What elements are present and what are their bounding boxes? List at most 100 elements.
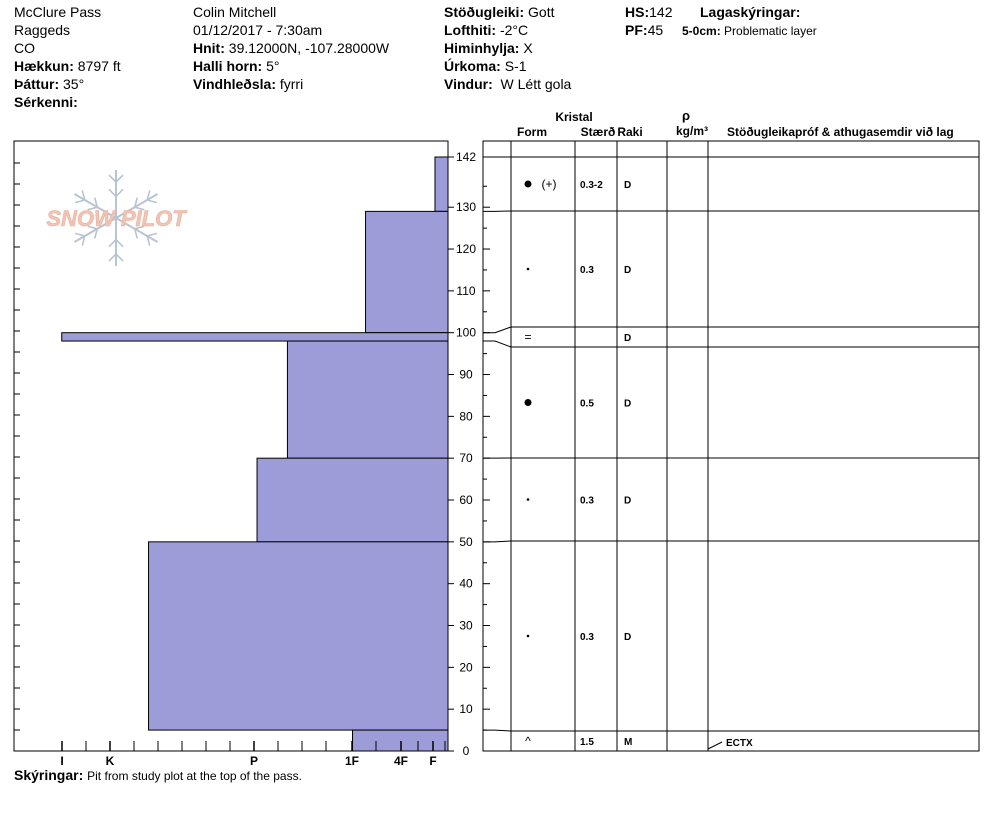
depth-tick-label: 110 (456, 284, 475, 298)
size-header: Stærð (581, 125, 616, 139)
layer-notes-label: Lagaskýringar: (700, 4, 801, 20)
hardness-bar-0 (434, 156, 449, 212)
depth-connector (483, 326, 512, 334)
elevation-row: Hækkun: 8797 ft (14, 57, 121, 75)
snowflake-branch (115, 253, 124, 262)
size-text: 1.5 (580, 737, 594, 748)
header-observer-block: Colin Mitchell 01/12/2017 - 7:30am Hnit:… (193, 3, 389, 93)
features-row: Sérkenni: (14, 93, 121, 111)
air-temp-row: Lofthiti: -2°C (444, 21, 571, 39)
air-temp-value: -2°C (499, 22, 529, 38)
depth-tick-label: 120 (456, 242, 476, 256)
pf-row: PF:45 (625, 21, 672, 39)
size-text: 0.3-2 (580, 180, 603, 191)
test-label: ECTX (726, 738, 753, 749)
depth-connector (483, 729, 512, 732)
depth-tick-label: 60 (459, 493, 473, 507)
layer-table (482, 140, 980, 752)
depth-tick-label: 142 (456, 150, 476, 164)
coords-label: Hnit: (193, 40, 225, 56)
form-symbol-large-dot (524, 180, 532, 188)
hardness-tick-label: 1F (345, 754, 359, 768)
slope-value: 5° (266, 58, 280, 74)
hardness-bar-4 (256, 457, 449, 543)
depth-tick-label: 70 (459, 451, 473, 465)
snowflake-branch (134, 206, 145, 211)
pf-label: PF: (625, 22, 648, 38)
wind-row: Vindur: W Létt gola (444, 75, 571, 93)
header-conditions-block: Stöðugleiki: Gott Lofthiti: -2°C Himinhy… (444, 3, 571, 93)
snowflake-branch (81, 190, 86, 201)
snowflake-branch (146, 235, 151, 246)
snowflake-branch (146, 199, 158, 204)
size-text: 0.3 (580, 265, 594, 276)
depth-tick-label: 30 (459, 619, 473, 633)
coords-row: Hnit: 39.12000N, -107.28000W (193, 39, 389, 57)
hardness-tick-label: P (250, 754, 258, 768)
snowflake-branch (146, 190, 151, 201)
depth-tick-label: 130 (456, 200, 476, 214)
form-symbol-small-dot (526, 634, 530, 638)
observer-name: Colin Mitchell (193, 4, 277, 20)
elevation-value: 8797 ft (77, 58, 121, 74)
features-label: Sérkenni: (14, 94, 78, 110)
hs-value: 142 (649, 4, 673, 20)
form-text: (+) (542, 177, 557, 191)
aspect-value: 35° (63, 76, 85, 92)
layer-notes-title: Lagaskýringar: (700, 3, 800, 21)
form-text: ^ (525, 734, 531, 748)
slope-label: Halli horn: (193, 58, 263, 74)
hardness-bar-5 (148, 541, 449, 731)
hardness-tick-label: F (429, 754, 436, 768)
sky-label: Himinhylja: (444, 40, 520, 56)
snowflake-branch (133, 197, 139, 208)
header-snow-block: HS:142 PF:45 (625, 3, 672, 39)
header-location-block: McClure Pass Raggeds CO Hækkun: 8797 ft … (14, 3, 121, 111)
snowflake-branch (81, 235, 86, 246)
precip-value: S-1 (504, 58, 527, 74)
slope-row: Halli horn: 5° (193, 57, 389, 75)
wind-loading-label: Vindhleðsla: (193, 76, 276, 92)
form-header: Form (517, 125, 547, 139)
depth-tick-label: 40 (459, 577, 473, 591)
observation-datetime: 01/12/2017 - 7:30am (193, 22, 323, 38)
snowflake-branch (74, 199, 86, 204)
hardness-tick-label: K (106, 754, 115, 768)
moisture-text: D (624, 333, 631, 344)
snowflake-branch (87, 206, 98, 211)
snowflake-icon (73, 170, 159, 266)
snowflake-branch (93, 228, 99, 239)
snowflake-branch (108, 253, 117, 262)
precip-label: Úrkoma: (444, 58, 501, 74)
snowflake-branch (134, 225, 145, 230)
air-temp-label: Lofthiti: (444, 22, 497, 38)
snowflake-branch (93, 197, 99, 208)
density-unit: kg/m³ (676, 124, 708, 138)
hs-row: HS:142 (625, 3, 672, 21)
moisture-text: D (624, 399, 631, 410)
footer-label: Skýringar: (14, 767, 84, 783)
stability-row: Stöðugleiki: Gott (444, 3, 571, 21)
moisture-text: M (624, 737, 632, 748)
layer-notes-depth: 5-0cm: (682, 24, 721, 38)
mountain-range: Raggeds (14, 22, 71, 38)
moisture-text: D (624, 265, 631, 276)
snowflake-branch (108, 188, 117, 197)
left-side-ticks (14, 162, 20, 731)
layer-rows: (+) 0.3-2 D 0.3 D = D 0.5 D 0.3 D 0.3 D ^ 1.5 M (511, 156, 979, 748)
snowflake-branch (115, 239, 124, 248)
snowflake-branch (74, 232, 86, 237)
snowflake-branch (108, 174, 117, 183)
coords-value: 39.12000N, -107.28000W (228, 40, 390, 56)
hardness-tick-label: I (60, 754, 63, 768)
footer-text: Pit from study plot at the top of the pa… (87, 769, 302, 783)
depth-tick-label: 10 (459, 702, 473, 716)
snowpilot-logo: SNOW PILOT (46, 170, 188, 266)
location-name: McClure Pass (14, 4, 102, 20)
depth-tick-label: 100 (456, 326, 476, 340)
form-symbol-large-dot (524, 399, 532, 406)
hardness-tick-label: 4F (394, 754, 408, 768)
snowflake-branch (115, 174, 124, 183)
depth-tick-label: 20 (459, 660, 473, 674)
depth-tick-label: 80 (459, 409, 473, 423)
